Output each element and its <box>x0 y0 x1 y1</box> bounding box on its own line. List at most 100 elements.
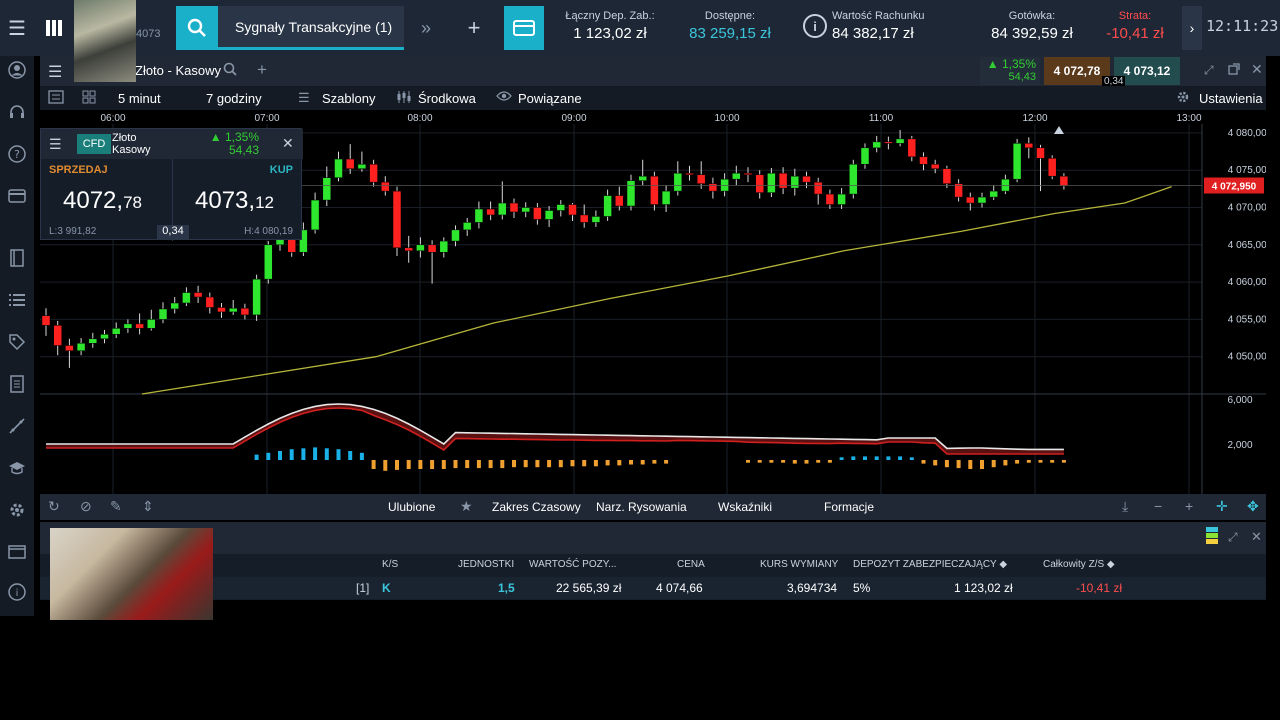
candle-body <box>591 216 601 223</box>
candle-body <box>486 208 495 216</box>
candle-body <box>123 323 133 329</box>
col-total-pnl[interactable]: Całkowity Z/S ◆ <box>1043 559 1115 570</box>
stat-value: 1 123,02 zł <box>573 25 647 42</box>
move-icon[interactable]: ✥ <box>1247 498 1259 514</box>
candle-body <box>264 244 273 280</box>
download-icon[interactable]: ⤓ <box>1122 498 1129 514</box>
buy-button[interactable]: 4073,12 <box>195 187 274 215</box>
panel-expand-icon[interactable]: ⤢ <box>1228 530 1238 544</box>
search-button[interactable] <box>176 6 218 50</box>
refresh-icon[interactable]: ↻ <box>48 498 60 514</box>
candle-body <box>954 183 963 198</box>
tag-icon[interactable] <box>7 332 27 352</box>
patterns-button[interactable]: Formacje <box>824 500 875 514</box>
chevron-right-icon[interactable]: › <box>1182 6 1202 50</box>
help-icon[interactable]: ? <box>7 144 27 164</box>
star-icon[interactable]: ★ <box>460 498 473 514</box>
candle-body <box>708 183 718 192</box>
ticket-menu-icon[interactable]: ☰ <box>49 136 62 152</box>
popout-icon[interactable] <box>1228 63 1240 78</box>
info-icon[interactable]: i <box>803 14 827 38</box>
signal-line <box>46 407 1064 455</box>
buy-label: KUP <box>269 164 293 176</box>
histogram-bar <box>406 460 411 469</box>
histogram-bar <box>395 460 399 470</box>
main-menu-icon[interactable]: ☰ <box>8 17 26 40</box>
instrument-search-icon[interactable] <box>223 62 237 79</box>
chart-menu-icon[interactable]: ☰ <box>48 64 63 81</box>
zoom-in-icon[interactable]: + <box>1185 498 1194 514</box>
positions-header: ⤢ ✕ <box>40 522 1266 554</box>
histogram-bar <box>652 460 657 464</box>
related-button[interactable]: Powiązane <box>518 91 582 106</box>
histogram-bar <box>476 460 481 469</box>
col-exchange-rate[interactable]: KURS WYMIANY <box>760 559 839 570</box>
time-tick-label: 10:00 <box>714 113 739 124</box>
gear-icon[interactable] <box>7 500 27 520</box>
time-range-button[interactable]: Zakres Czasowy <box>492 500 581 514</box>
webcam-overlay <box>50 528 213 620</box>
histogram-bar <box>254 454 259 460</box>
account-value-stat: Wartość Rachunku 84 382,17 zł <box>832 10 942 42</box>
tab-trading-signals[interactable]: Sygnały Transakcyjne (1) <box>218 6 404 50</box>
expand-icon[interactable]: ⤢ <box>1204 63 1214 77</box>
candle-body <box>111 328 121 335</box>
wallet-button[interactable] <box>504 6 544 50</box>
drawing-tools-button[interactable]: Narz. Rysowania <box>596 500 687 514</box>
layout-grid-icon[interactable] <box>82 90 96 107</box>
disable-icon[interactable]: ⊘ <box>80 498 92 514</box>
sell-button[interactable]: 4072,78 <box>63 187 142 215</box>
document-icon[interactable] <box>7 374 27 394</box>
position-row[interactable]: [1] K 1,5 22 565,39 zł 4 074,66 3,694734… <box>40 577 1266 599</box>
chevron-double-right-icon[interactable]: » <box>420 17 431 38</box>
histogram-bar <box>324 448 329 460</box>
list-icon[interactable] <box>7 290 27 310</box>
moving-average-path <box>141 186 1172 395</box>
headset-icon[interactable] <box>7 102 27 122</box>
panel-close-icon[interactable]: ✕ <box>1251 529 1262 544</box>
stat-label: Strata: <box>1118 10 1152 22</box>
add-tab-icon[interactable]: + <box>467 15 481 40</box>
sort-icon[interactable]: ⇕ <box>142 498 154 514</box>
buy-price-pips: 12 <box>255 193 274 212</box>
zoom-out-icon[interactable]: − <box>1154 498 1163 514</box>
histogram-bar <box>980 460 984 469</box>
settings-button[interactable]: Ustawienia <box>1199 91 1263 106</box>
histogram-bar <box>441 460 446 469</box>
pencil-icon[interactable]: ✎ <box>110 498 122 514</box>
col-units[interactable]: JEDNOSTKI <box>458 559 515 570</box>
price-type-button[interactable]: Środkowa <box>418 91 476 106</box>
signal-icon[interactable] <box>7 416 27 436</box>
education-icon[interactable] <box>7 458 27 478</box>
price-chart[interactable]: 06:00 07:00 08:00 09:00 10:00 11:00 12:00 13:00… <box>40 110 1266 494</box>
book-icon[interactable] <box>7 248 27 268</box>
indicators-button[interactable]: Wskaźniki <box>718 500 773 514</box>
candle-body <box>381 181 390 192</box>
crosshair-icon[interactable]: ✛ <box>1216 498 1228 514</box>
templates-icon: ☰ <box>298 90 310 105</box>
favourites-button[interactable]: Ulubione <box>388 500 436 514</box>
chart-type-icon[interactable] <box>48 90 64 107</box>
macd-line <box>46 403 1064 451</box>
stat-label: Gotówka: <box>1008 10 1056 22</box>
col-price[interactable]: CENA <box>677 559 705 570</box>
col-side[interactable]: K/S <box>382 559 399 570</box>
col-margin[interactable]: DEPOZYT ZABEZPIECZAJĄCY ◆ <box>853 559 1008 570</box>
col-position-value[interactable]: WARTOŚĆ POZY... <box>529 559 617 570</box>
ticket-name-line1: Złoto <box>112 132 137 144</box>
row-side: K <box>382 581 391 595</box>
user-icon[interactable] <box>7 60 27 80</box>
interval-select[interactable]: 5 minut <box>118 91 161 106</box>
templates-button[interactable]: Szablony <box>322 91 376 106</box>
card-icon[interactable] <box>7 186 27 206</box>
color-legend-icon[interactable] <box>1206 527 1218 549</box>
range-select[interactable]: 7 godziny <box>206 91 262 106</box>
window-icon[interactable] <box>7 542 27 562</box>
sell-price-button[interactable]: 4 072,78 <box>1044 57 1110 85</box>
info-circle-icon[interactable]: i <box>7 582 27 602</box>
ticket-close-icon[interactable]: ✕ <box>282 135 294 151</box>
add-instrument-icon[interactable]: + <box>257 60 267 79</box>
close-icon[interactable]: ✕ <box>1251 61 1263 77</box>
histogram-bar <box>593 460 598 467</box>
candle-body <box>813 181 823 195</box>
